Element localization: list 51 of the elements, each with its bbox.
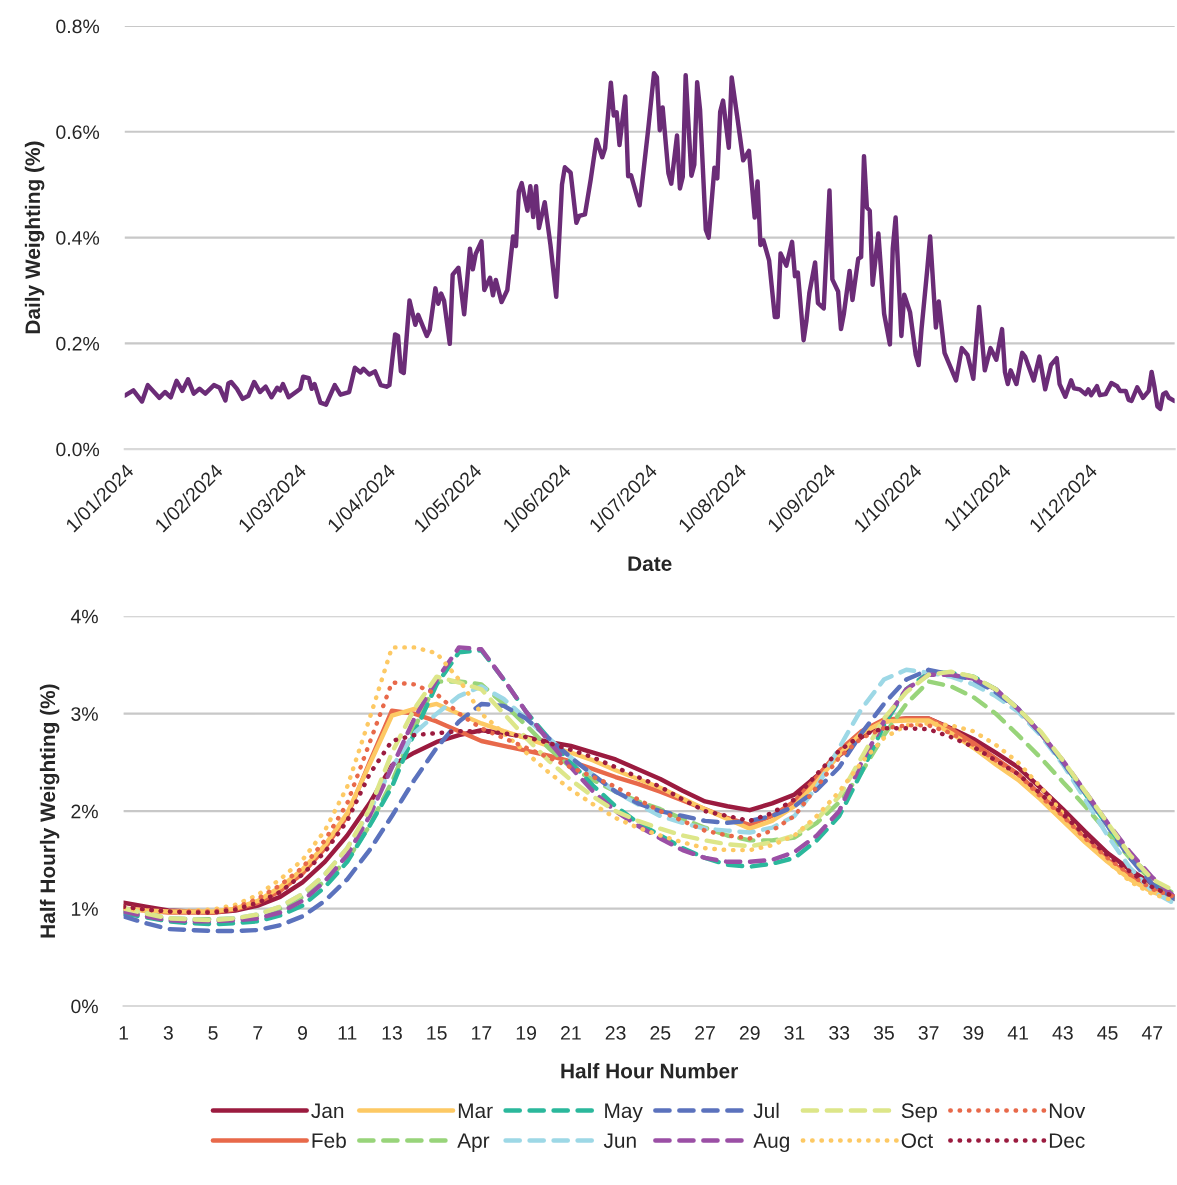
legend-label: May	[605, 1103, 643, 1123]
legend-label: Aug	[753, 1133, 789, 1153]
x-tick-label: 19	[516, 1026, 537, 1040]
x-tick-label: 3	[163, 1026, 173, 1040]
x-tick-label: 1	[119, 1026, 129, 1040]
x-tick-label: 23	[605, 1026, 626, 1040]
x-tick-label: 11	[338, 1026, 357, 1040]
y-tick-label: 4%	[70, 609, 98, 624]
x-tick-label: 13	[382, 1026, 402, 1040]
y-tick-label: 1%	[71, 902, 98, 916]
x-tick-label: 35	[873, 1026, 894, 1040]
x-tick-label: 37	[918, 1026, 939, 1040]
x-tick-label: 41	[1007, 1026, 1028, 1040]
y-tick-label: 0%	[71, 999, 98, 1014]
x-tick-label: 29	[739, 1026, 760, 1040]
x-tick-label: 21	[561, 1026, 581, 1040]
x-tick-label: 7	[253, 1026, 263, 1040]
y-tick-label: 0.0%	[56, 442, 100, 457]
x-tick-label: 25	[650, 1026, 671, 1040]
x-tick-label: 9	[297, 1026, 307, 1040]
x-tick-label: 15	[427, 1026, 447, 1040]
legend-label: Nov	[1049, 1103, 1086, 1119]
y-tick-label: 2%	[71, 804, 98, 819]
legend-label: Feb	[312, 1132, 346, 1148]
legend-label: Jul	[753, 1102, 779, 1119]
legend-label: Apr	[457, 1133, 490, 1153]
y-tick-label: 0.6%	[56, 125, 100, 140]
y-axis-title: Half Hourly Weighting (%)	[39, 684, 60, 938]
y-tick-label: 0.2%	[56, 336, 100, 351]
legend-label: Mar	[458, 1103, 493, 1119]
y-tick-label: 0.4%	[56, 231, 100, 245]
x-axis-title: Half Hour Number	[561, 1063, 738, 1079]
legend-label: Dec	[1049, 1133, 1085, 1148]
x-tick-label: 47	[1141, 1026, 1163, 1040]
legend-label: Jan	[311, 1103, 344, 1119]
legend-label: Jun	[603, 1133, 636, 1148]
line-series	[124, 70, 1175, 412]
x-tick-label: 39	[963, 1026, 984, 1040]
y-tick-label: 3%	[71, 707, 98, 721]
y-axis-title: Daily Weighting (%)	[24, 141, 45, 334]
x-tick-label: 31	[784, 1026, 805, 1040]
y-tick-label: 0.8%	[56, 19, 100, 34]
legend-label: Sep	[901, 1103, 937, 1123]
x-tick-label: 5	[208, 1026, 218, 1040]
x-tick-label: 33	[829, 1026, 850, 1040]
x-tick-label: 17	[472, 1026, 492, 1040]
x-tick-label: 43	[1052, 1026, 1073, 1040]
x-tick-label: 45	[1097, 1026, 1118, 1040]
x-tick-label: 27	[695, 1026, 715, 1040]
legend-label: Oct	[901, 1133, 933, 1148]
x-axis-title: Date	[628, 556, 672, 572]
